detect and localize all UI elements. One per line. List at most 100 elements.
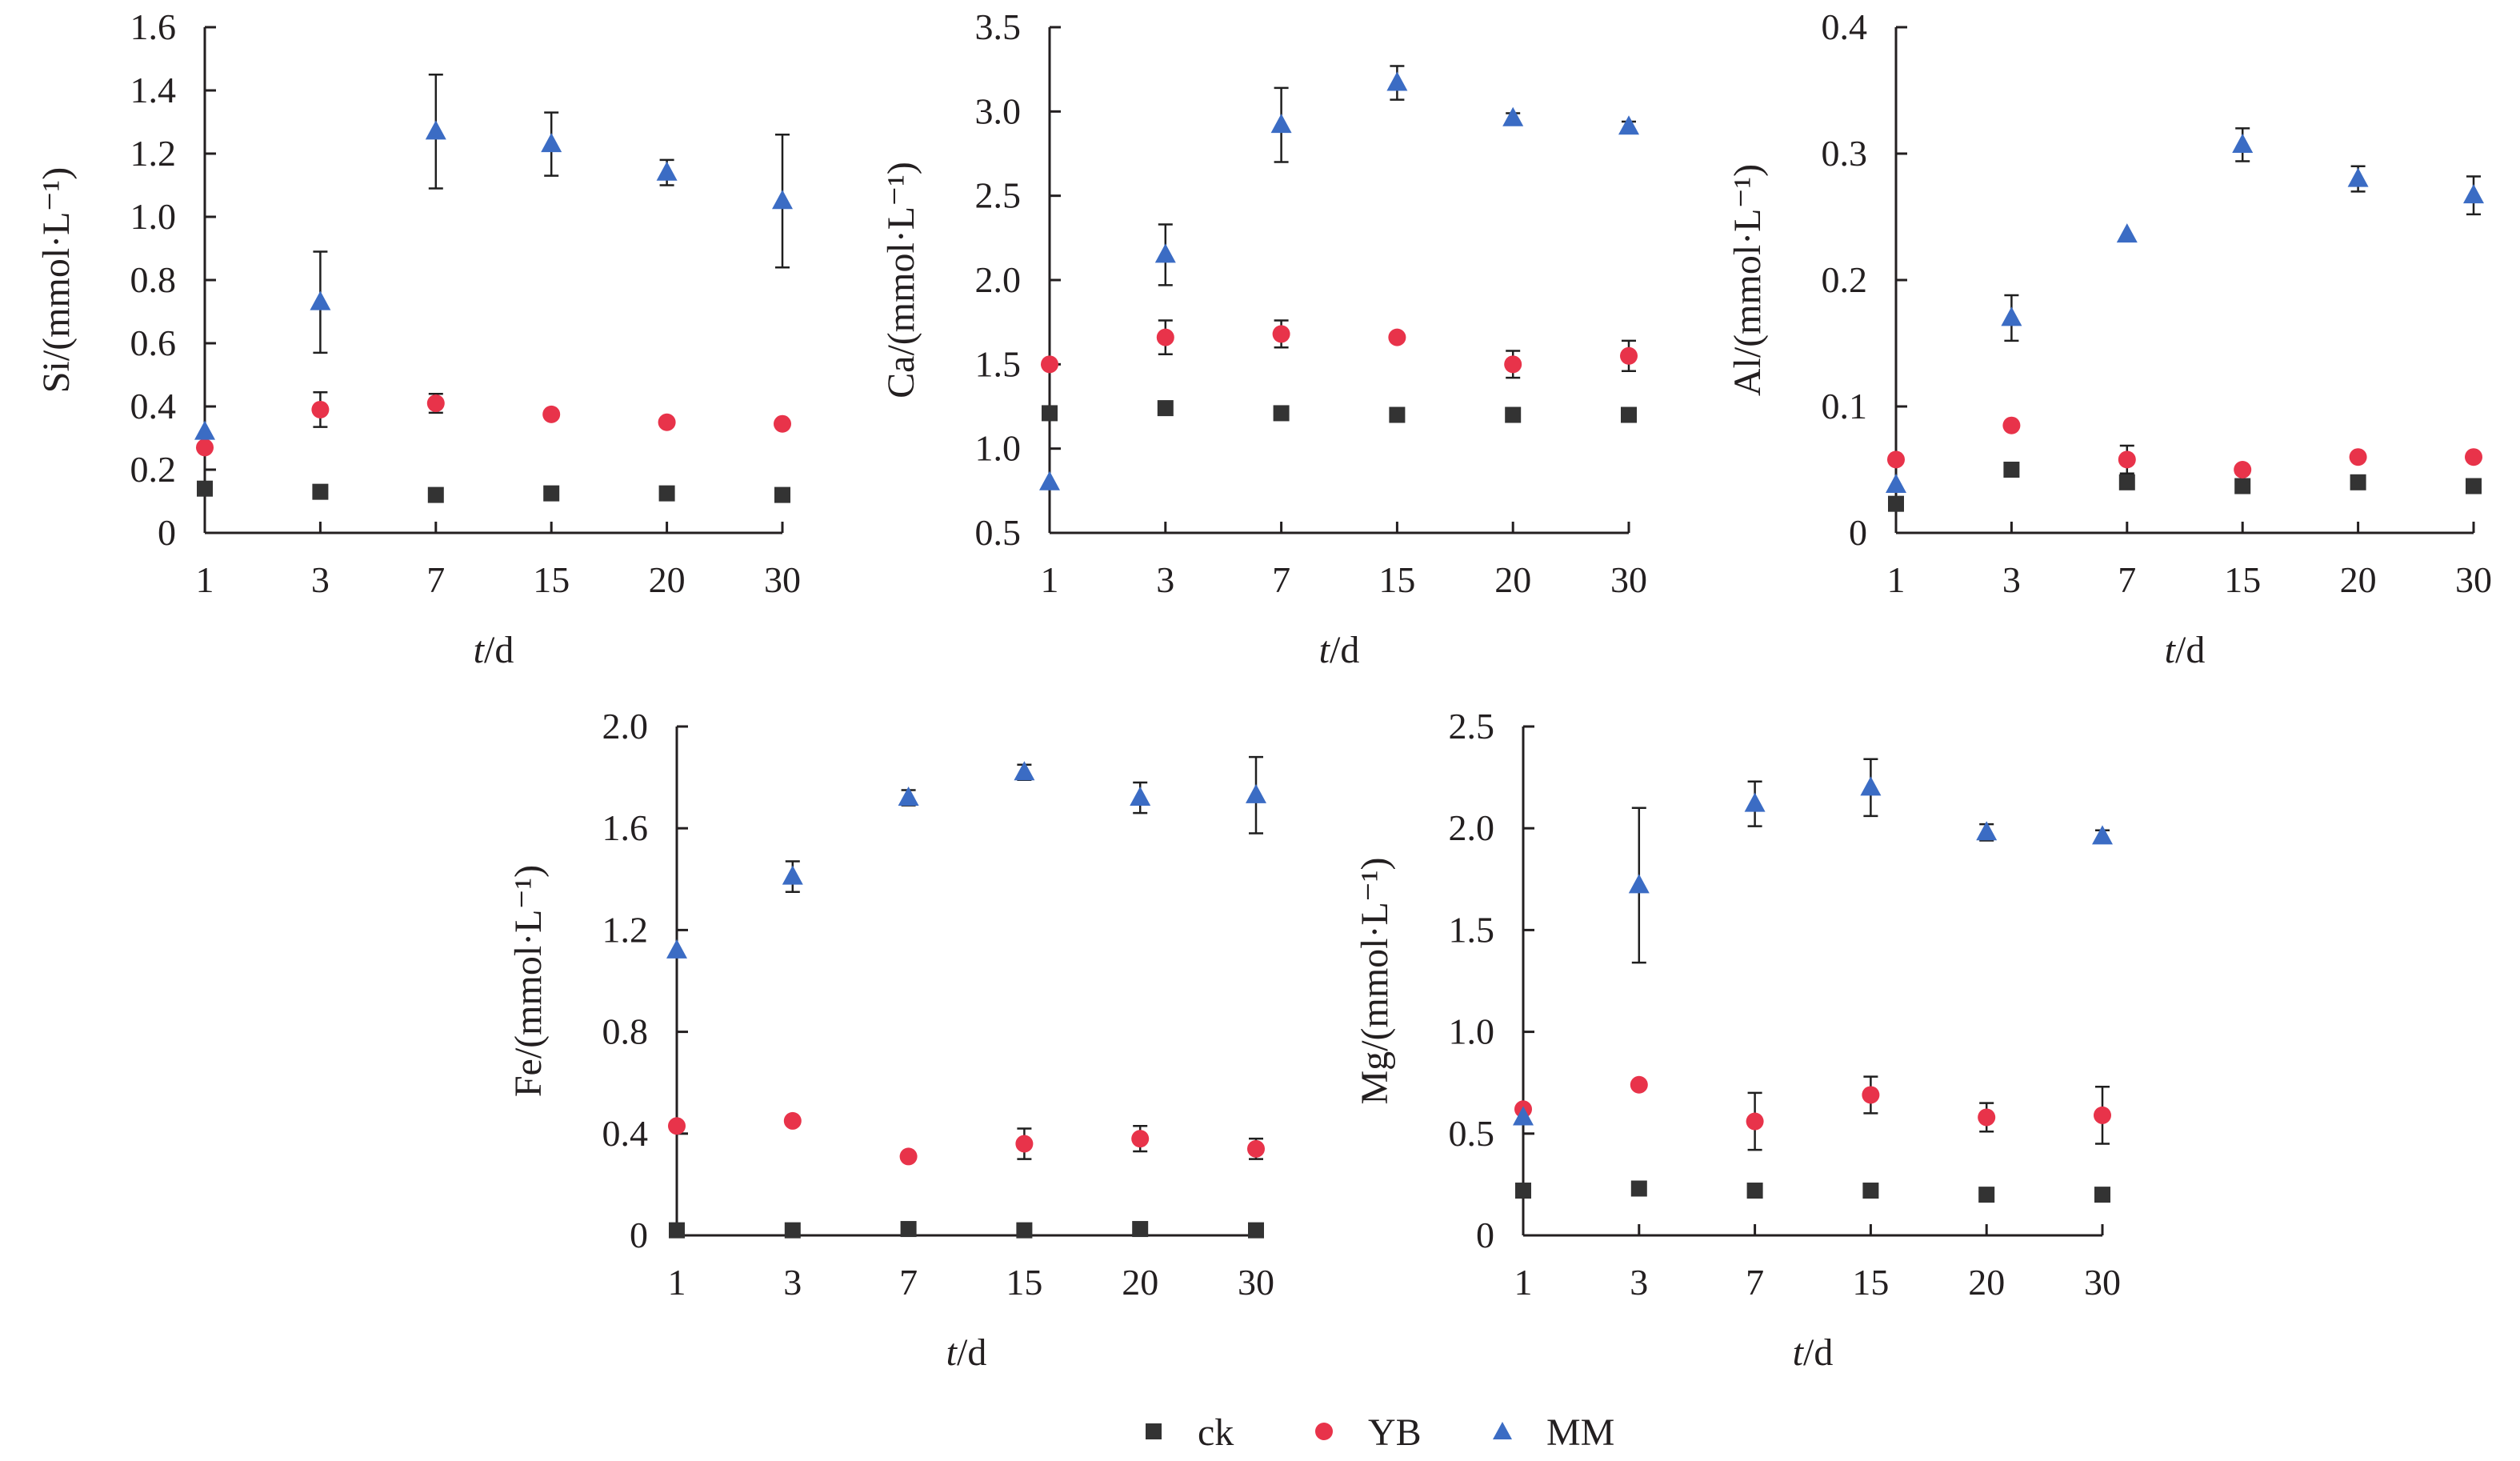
data-point-yb <box>1156 328 1174 346</box>
data-point-yb <box>1746 1112 1764 1131</box>
data-point-ck <box>197 480 213 497</box>
series-yb <box>1041 319 1638 379</box>
y-tick-label: 0.3 <box>1822 133 1868 174</box>
data-point-mm <box>2232 133 2254 153</box>
x-axis-title: t/d <box>474 629 514 671</box>
data-point-mm <box>1246 783 1266 803</box>
x-tick-label: 20 <box>1494 559 1531 600</box>
y-tick-label: 1.4 <box>130 70 177 110</box>
y-tick-label: 0.4 <box>1822 6 1868 47</box>
y-tick-label: 0 <box>1476 1215 1494 1255</box>
data-point-yb <box>2002 416 2021 434</box>
x-axis-title-unit: /d <box>957 1331 986 1374</box>
x-tick-label: 15 <box>2224 559 2261 600</box>
data-point-yb <box>1041 355 1058 374</box>
series-mm <box>194 74 793 440</box>
data-point-ck <box>1621 406 1637 423</box>
data-point-mm <box>1618 115 1639 135</box>
data-point-ck <box>1862 1183 1879 1199</box>
data-point-ck <box>312 483 329 500</box>
y-axis-title: Ca/(mmol·L⁻¹) <box>880 162 922 398</box>
data-point-ck <box>1273 405 1290 422</box>
series-mm <box>666 755 1266 959</box>
data-point-yb <box>1978 1108 1996 1127</box>
data-point-ck <box>2234 478 2251 494</box>
data-point-mm <box>898 787 919 807</box>
y-tick-label: 1.5 <box>1449 909 1495 950</box>
series-yb <box>1514 1075 2111 1151</box>
series-yb <box>196 390 791 457</box>
x-axis-title: t/d <box>2165 629 2206 671</box>
data-point-mm <box>1154 243 1176 263</box>
data-point-ck <box>1016 1222 1033 1239</box>
data-point-yb <box>2118 450 2136 469</box>
data-point-mm <box>1014 761 1035 781</box>
x-tick-label: 1 <box>1041 559 1059 600</box>
chart-panel-4: 0 0.4 0.8 1.2 1.6 2.0 1 3 7 15 20 30 t/d Fe/(mmol·L⁻¹… <box>507 706 1274 1374</box>
data-point-yb <box>1272 325 1290 343</box>
x-tick-label: 7 <box>426 559 445 600</box>
x-axis-title-variable: t <box>946 1331 958 1374</box>
data-point-ck <box>1746 1183 1763 1199</box>
x-axis-title-variable: t <box>474 629 486 671</box>
x-tick-label: 30 <box>2084 1262 2121 1303</box>
y-tick-label: 0 <box>1849 512 1867 553</box>
y-tick-label: 0.8 <box>602 1011 649 1052</box>
x-axis-title-variable: t <box>1319 629 1331 671</box>
y-tick-label: 1.0 <box>130 196 177 237</box>
series-ck <box>197 480 790 503</box>
x-tick-label: 7 <box>1272 559 1290 600</box>
series-yb <box>1887 416 2482 478</box>
x-tick-label: 3 <box>1630 1262 1648 1303</box>
y-tick-label: 1.2 <box>130 133 177 174</box>
data-point-yb <box>668 1117 686 1135</box>
data-point-mm <box>1386 71 1408 91</box>
x-tick-label: 1 <box>1887 559 1906 600</box>
data-point-mm <box>2001 306 2022 326</box>
chart-panel-2: 0.5 1.0 1.5 2.0 2.5 3.0 3.5 1 3 7 15 20 30 t/d Ca/(mmo… <box>880 6 1647 671</box>
chart-panel-3: 0 0.1 0.2 0.3 0.4 1 3 7 15 20 30 t/d Al/(mmol·L⁻¹) <box>1726 6 2492 671</box>
y-tick-label: 0.8 <box>130 259 177 300</box>
series-ck <box>1515 1180 2110 1203</box>
x-axis-title-unit: /d <box>1803 1331 1833 1374</box>
legend-label-yb: YB <box>1368 1411 1422 1454</box>
data-point-yb <box>658 413 676 431</box>
legend-marker-ck <box>1146 1423 1162 1439</box>
data-point-mm <box>1270 114 1292 134</box>
series-ck <box>669 1221 1264 1239</box>
y-tick-label: 3.5 <box>975 6 1022 47</box>
data-point-yb <box>774 414 791 433</box>
data-point-ck <box>774 486 790 503</box>
data-point-ck <box>2466 478 2482 494</box>
y-tick-label: 0.2 <box>130 449 177 490</box>
data-point-yb <box>311 400 330 418</box>
x-tick-label: 15 <box>1006 1262 1042 1303</box>
data-point-ck <box>1515 1183 1531 1199</box>
data-point-ck <box>543 485 560 502</box>
legend-marker-yb <box>1315 1423 1333 1440</box>
data-point-ck <box>2350 474 2366 490</box>
x-tick-label: 30 <box>2455 559 2492 600</box>
y-axis-title: Al/(mmol·L⁻¹) <box>1726 164 1769 396</box>
series-mm <box>1886 127 2484 493</box>
chart-panels: 00.20.40.60.81.01.21.41.61 3 7 15 20 30t/dSi/… <box>35 6 2492 1374</box>
y-axis-title: Mg/(mmol·L⁻¹) <box>1354 857 1396 1104</box>
x-tick-label: 15 <box>1852 1262 1889 1303</box>
y-tick-label: 2.5 <box>975 175 1022 216</box>
x-tick-label: 20 <box>1968 1262 2005 1303</box>
data-point-yb <box>2234 461 2252 478</box>
x-axis-title-unit: /d <box>1330 629 1359 671</box>
y-tick-label: 0.5 <box>975 512 1022 553</box>
data-point-ck <box>1042 405 1058 422</box>
y-tick-label: 0 <box>630 1215 648 1255</box>
series-mm <box>1513 758 2113 1126</box>
legend-label-ck: ck <box>1198 1411 1234 1454</box>
data-point-yb <box>1862 1086 1880 1104</box>
data-point-yb <box>783 1111 802 1130</box>
x-axis-title-unit: /d <box>2175 629 2205 671</box>
data-point-mm <box>1628 874 1650 894</box>
x-axis-title: t/d <box>946 1331 987 1374</box>
legend: ck YB MM <box>1146 1411 1614 1454</box>
data-point-ck <box>658 485 675 502</box>
